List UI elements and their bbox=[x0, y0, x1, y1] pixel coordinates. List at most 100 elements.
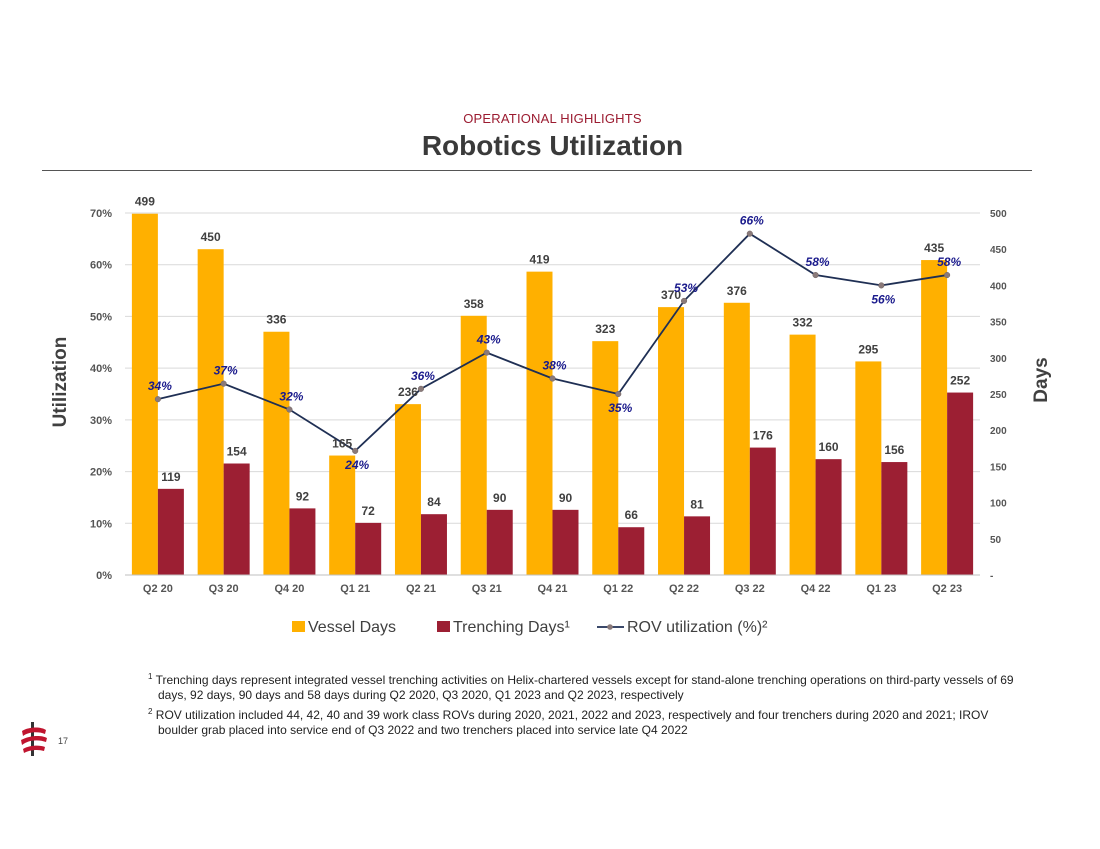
trenching-days-bar bbox=[355, 522, 382, 575]
x-tick-label: Q2 23 bbox=[932, 583, 962, 595]
x-tick-label: Q3 20 bbox=[209, 583, 239, 595]
rov-utilization-label: 24% bbox=[344, 458, 369, 472]
vessel-days-bar bbox=[855, 361, 882, 575]
vessel-days-bar bbox=[263, 331, 290, 575]
rov-utilization-point bbox=[878, 282, 885, 289]
rov-utilization-point bbox=[417, 385, 425, 392]
vessel-days-bar bbox=[131, 213, 158, 575]
right-tick-label: 400 bbox=[990, 281, 1007, 292]
left-tick-label: 30% bbox=[90, 415, 112, 427]
vessel-days-label: 165 bbox=[332, 437, 352, 451]
x-tick-label: Q2 21 bbox=[406, 583, 436, 595]
rov-utilization-label: 32% bbox=[279, 390, 303, 404]
x-tick-label: Q1 23 bbox=[866, 583, 896, 595]
left-tick-label: 0% bbox=[96, 570, 112, 582]
right-tick-label: 50 bbox=[990, 535, 1002, 546]
rov-utilization-label: 37% bbox=[214, 364, 238, 378]
vessel-days-label: 450 bbox=[201, 230, 221, 244]
vessel-days-bar bbox=[394, 404, 421, 575]
rov-utilization-label: 53% bbox=[674, 281, 698, 295]
trenching-days-label: 156 bbox=[884, 443, 904, 457]
rov-utilization-label: 36% bbox=[411, 369, 435, 383]
y-axis-title-right: Days bbox=[1031, 357, 1052, 402]
vessel-days-label: 295 bbox=[858, 342, 878, 356]
vessel-days-label: 323 bbox=[595, 322, 615, 336]
trenching-days-label: 92 bbox=[296, 489, 310, 503]
vessel-days-label: 236 bbox=[398, 385, 418, 399]
rov-utilization-point bbox=[286, 406, 293, 413]
x-tick-label: Q3 21 bbox=[472, 583, 502, 595]
legend-swatch-vessel-days bbox=[292, 621, 305, 632]
x-tick-label: Q4 20 bbox=[274, 583, 304, 595]
rov-utilization-label: 58% bbox=[937, 255, 961, 269]
rov-utilization-label: 34% bbox=[148, 379, 172, 393]
trenching-days-label: 66 bbox=[625, 508, 639, 522]
trenching-days-bar bbox=[749, 447, 776, 575]
trenching-days-label: 252 bbox=[950, 374, 970, 388]
vessel-days-label: 435 bbox=[924, 241, 944, 255]
left-tick-label: 20% bbox=[90, 467, 112, 479]
rov-utilization-point bbox=[352, 447, 359, 454]
rov-utilization-label: 58% bbox=[806, 255, 830, 269]
right-tick-label: 300 bbox=[990, 354, 1007, 365]
x-tick-label: Q4 22 bbox=[801, 583, 831, 595]
footnote-1: 1 Trenching days represent integrated ve… bbox=[148, 672, 1014, 702]
trenching-days-label: 90 bbox=[559, 491, 573, 505]
rov-utilization-label: 56% bbox=[871, 292, 895, 306]
trenching-days-bar bbox=[815, 459, 842, 575]
vessel-days-label: 419 bbox=[529, 253, 549, 267]
rov-utilization-point bbox=[154, 396, 161, 403]
helix-logo-icon bbox=[21, 722, 47, 756]
section-label: OPERATIONAL HIGHLIGHTS bbox=[463, 111, 642, 126]
y-axis-title-left: Utilization bbox=[50, 337, 71, 428]
bars bbox=[131, 213, 974, 575]
right-tick-label: 350 bbox=[990, 318, 1007, 329]
vessel-days-bar bbox=[526, 271, 553, 575]
trenching-days-label: 90 bbox=[493, 491, 507, 505]
trenching-days-label: 160 bbox=[819, 440, 839, 454]
trenching-days-bar bbox=[420, 514, 447, 575]
vessel-days-bar bbox=[723, 302, 750, 575]
vessel-days-label: 499 bbox=[135, 195, 155, 209]
vessel-days-label: 376 bbox=[727, 284, 747, 298]
x-tick-label: Q2 22 bbox=[669, 583, 699, 595]
left-tick-label: 50% bbox=[90, 311, 112, 323]
robotics-utilization-chart: 499 119 450 154 336 92 165 72 236 84 358 90 419 90 323… bbox=[50, 195, 1052, 636]
vessel-days-bar bbox=[197, 249, 224, 575]
x-tick-label: Q2 20 bbox=[143, 583, 173, 595]
legend: Vessel Days Trenching Days¹ ROV utilizatio… bbox=[292, 619, 768, 636]
rov-utilization-point bbox=[746, 230, 753, 237]
vessel-days-label: 358 bbox=[464, 297, 484, 311]
right-tick-label: 100 bbox=[990, 499, 1007, 510]
left-tick-label: 70% bbox=[90, 208, 112, 220]
rov-utilization-label: 66% bbox=[740, 214, 764, 228]
trenching-days-bar bbox=[289, 508, 316, 575]
right-tick-label: - bbox=[990, 571, 993, 582]
vessel-days-label: 332 bbox=[793, 316, 813, 330]
vessel-days-bar bbox=[789, 334, 816, 575]
legend-swatch-trenching-days bbox=[437, 621, 450, 632]
left-tick-label: 40% bbox=[90, 363, 112, 375]
rov-utilization-label: 43% bbox=[476, 333, 501, 347]
trenching-days-bar bbox=[552, 509, 579, 575]
right-tick-label: 250 bbox=[990, 390, 1007, 401]
trenching-days-bar bbox=[947, 392, 974, 575]
trenching-days-label: 81 bbox=[690, 497, 704, 511]
vessel-days-bar bbox=[921, 260, 948, 575]
x-tick-label: Q1 22 bbox=[603, 583, 633, 595]
rov-utilization-point bbox=[615, 390, 622, 398]
rov-utilization-label: 35% bbox=[608, 401, 632, 415]
footnote-2: 2 ROV utilization included 44, 42, 40 an… bbox=[148, 707, 989, 737]
axes: 0% 10% 20% 30% 40% 50% 60% 70% - 50 100 150 200 250 30… bbox=[50, 208, 1052, 595]
right-tick-label: 450 bbox=[990, 245, 1007, 256]
rov-utilization-point bbox=[812, 272, 819, 279]
legend-label-rov-utilization: ROV utilization (%)² bbox=[627, 619, 768, 636]
page-number: 17 bbox=[58, 736, 69, 746]
title-divider bbox=[42, 170, 1032, 171]
right-tick-label: 500 bbox=[990, 209, 1007, 220]
right-tick-label: 150 bbox=[990, 462, 1007, 473]
left-tick-label: 60% bbox=[90, 260, 112, 272]
rov-utilization-line bbox=[154, 230, 951, 454]
page-title: Robotics Utilization bbox=[421, 130, 684, 161]
trenching-days-bar bbox=[881, 462, 908, 575]
